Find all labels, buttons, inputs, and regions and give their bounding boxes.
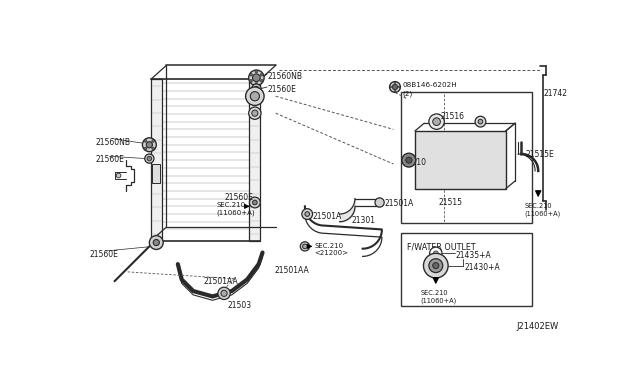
Circle shape: [153, 240, 159, 246]
Circle shape: [253, 74, 260, 81]
Circle shape: [424, 253, 448, 278]
Circle shape: [375, 198, 384, 207]
Text: 21501AA: 21501AA: [274, 266, 309, 275]
Circle shape: [250, 92, 259, 101]
Circle shape: [250, 197, 260, 208]
Text: 21560E: 21560E: [95, 155, 124, 164]
Text: SEC.210
<21200>: SEC.210 <21200>: [314, 243, 348, 256]
Circle shape: [145, 154, 154, 163]
Text: 21560E: 21560E: [268, 86, 297, 94]
Circle shape: [390, 86, 392, 88]
Circle shape: [398, 86, 400, 88]
Text: 21560NB: 21560NB: [95, 138, 131, 147]
Text: 21560NB: 21560NB: [268, 71, 303, 81]
Circle shape: [392, 84, 397, 90]
Circle shape: [152, 147, 154, 150]
Text: 21501A: 21501A: [312, 212, 342, 221]
Circle shape: [246, 87, 264, 106]
Circle shape: [149, 235, 163, 250]
Circle shape: [250, 73, 252, 76]
Circle shape: [147, 156, 152, 161]
Circle shape: [302, 209, 312, 219]
Text: 21301: 21301: [351, 217, 375, 225]
Circle shape: [390, 81, 401, 92]
Circle shape: [221, 290, 227, 296]
Text: 21560E: 21560E: [224, 193, 253, 202]
Circle shape: [218, 287, 230, 299]
Bar: [152, 164, 160, 183]
Text: 08B146-6202H: 08B146-6202H: [403, 81, 458, 87]
Circle shape: [255, 83, 258, 85]
Text: SEC.210
(11060+A): SEC.210 (11060+A): [420, 290, 457, 304]
Circle shape: [402, 153, 416, 167]
Circle shape: [475, 116, 486, 127]
Text: J21402EW: J21402EW: [516, 322, 559, 331]
Bar: [401, 233, 532, 307]
Circle shape: [116, 173, 121, 178]
Circle shape: [260, 80, 263, 82]
Circle shape: [147, 142, 152, 148]
Circle shape: [406, 157, 412, 163]
Circle shape: [255, 70, 258, 73]
Circle shape: [249, 70, 264, 86]
Text: 21510: 21510: [403, 158, 427, 167]
Circle shape: [144, 147, 147, 150]
Circle shape: [249, 107, 261, 119]
Circle shape: [254, 86, 259, 91]
Text: (2): (2): [403, 90, 413, 97]
Circle shape: [478, 119, 483, 124]
Text: 21435+A: 21435+A: [456, 251, 492, 260]
Circle shape: [300, 242, 310, 251]
Circle shape: [250, 80, 252, 82]
Bar: [415, 131, 506, 189]
Circle shape: [152, 140, 154, 142]
Circle shape: [252, 110, 258, 116]
Circle shape: [144, 140, 147, 142]
Circle shape: [433, 251, 438, 256]
Text: 21501A: 21501A: [384, 199, 413, 208]
Circle shape: [303, 244, 307, 249]
Circle shape: [433, 263, 439, 269]
Text: 21742: 21742: [543, 89, 568, 98]
Circle shape: [429, 114, 444, 129]
Text: 21515E: 21515E: [525, 150, 554, 159]
Circle shape: [429, 259, 443, 273]
Bar: [401, 92, 532, 223]
Circle shape: [143, 138, 156, 152]
Text: SEC.210
(11060+A): SEC.210 (11060+A): [216, 202, 255, 216]
Circle shape: [394, 82, 396, 84]
Circle shape: [253, 200, 257, 205]
Text: 21503: 21503: [228, 301, 252, 310]
Circle shape: [394, 90, 396, 92]
Text: 21515: 21515: [438, 198, 462, 207]
Circle shape: [433, 118, 440, 125]
Text: 21430+A: 21430+A: [464, 263, 500, 272]
Text: 21501AA: 21501AA: [204, 277, 238, 286]
Circle shape: [260, 73, 263, 76]
Circle shape: [429, 247, 442, 260]
Circle shape: [252, 84, 261, 93]
Text: SEC.210
(11060+A): SEC.210 (11060+A): [524, 203, 561, 217]
Text: F/WATER OUTLET: F/WATER OUTLET: [407, 243, 476, 251]
Circle shape: [305, 212, 310, 217]
Bar: [250, 79, 260, 241]
Bar: [151, 79, 162, 241]
Text: 21516: 21516: [440, 112, 465, 121]
Text: 21560E: 21560E: [90, 250, 118, 259]
